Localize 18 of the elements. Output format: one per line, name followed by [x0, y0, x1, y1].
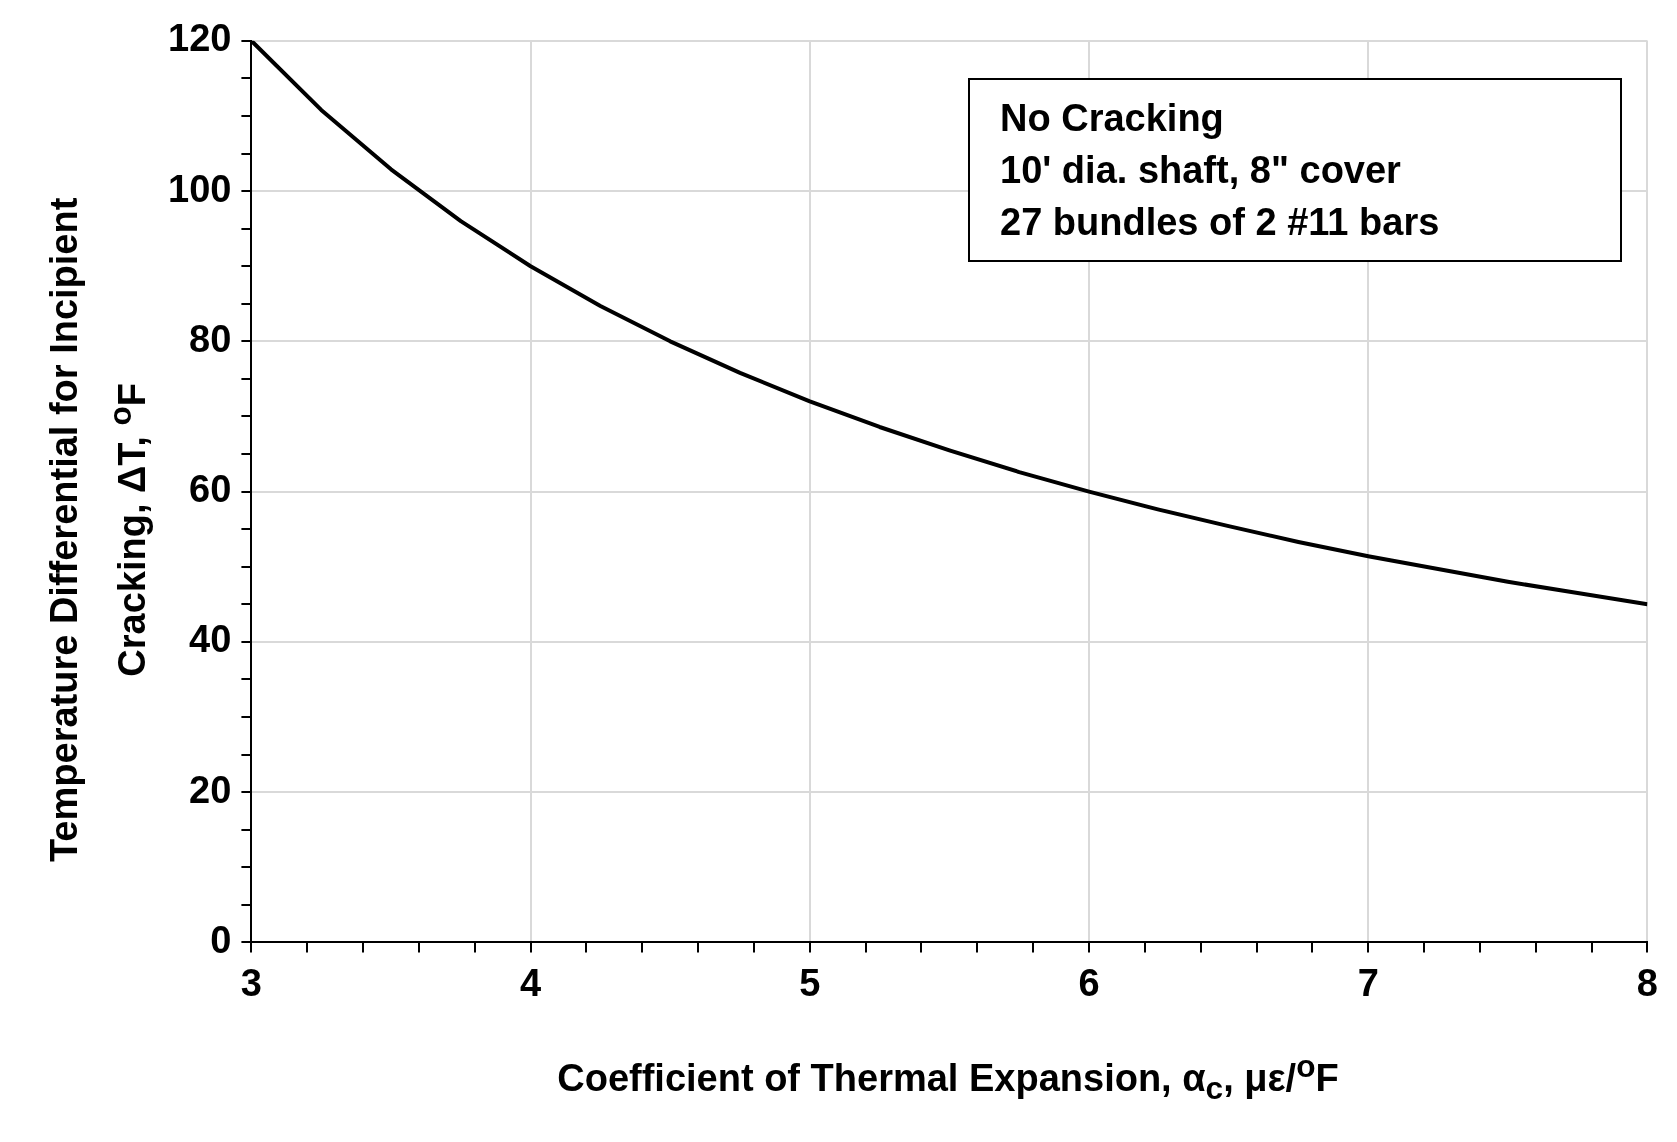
x-tick-label: 3 — [240, 961, 262, 1004]
y-tick-label: 0 — [210, 918, 232, 961]
x-tick-label: 4 — [520, 961, 542, 1004]
x-tick-label: 6 — [1078, 961, 1100, 1004]
x-tick-label: 7 — [1357, 961, 1379, 1004]
y-tick-label: 20 — [189, 768, 232, 811]
y-tick-label: 80 — [189, 317, 232, 360]
y-tick-label: 60 — [189, 468, 232, 511]
annotation: No Cracking — [1000, 96, 1225, 141]
annotation: 27 bundles of 2 #11 bars — [1000, 200, 1441, 245]
annotation: 10' dia. shaft, 8" cover — [1000, 148, 1402, 193]
y-tick-label: 120 — [168, 17, 232, 60]
x-axis-title: Coefficient of Thermal Expansion, α$_{c}$, με/$^{o}$F — [556, 1048, 1340, 1108]
x-tick-label: 5 — [799, 961, 821, 1004]
x-tick-label: 8 — [1636, 961, 1658, 1004]
y-tick-label: 40 — [189, 618, 232, 661]
y-tick-label: 100 — [168, 167, 232, 210]
note-box: No Cracking 10' dia. shaft, 8" cover 27 bundles of 2 #11 bars — [968, 78, 1622, 262]
